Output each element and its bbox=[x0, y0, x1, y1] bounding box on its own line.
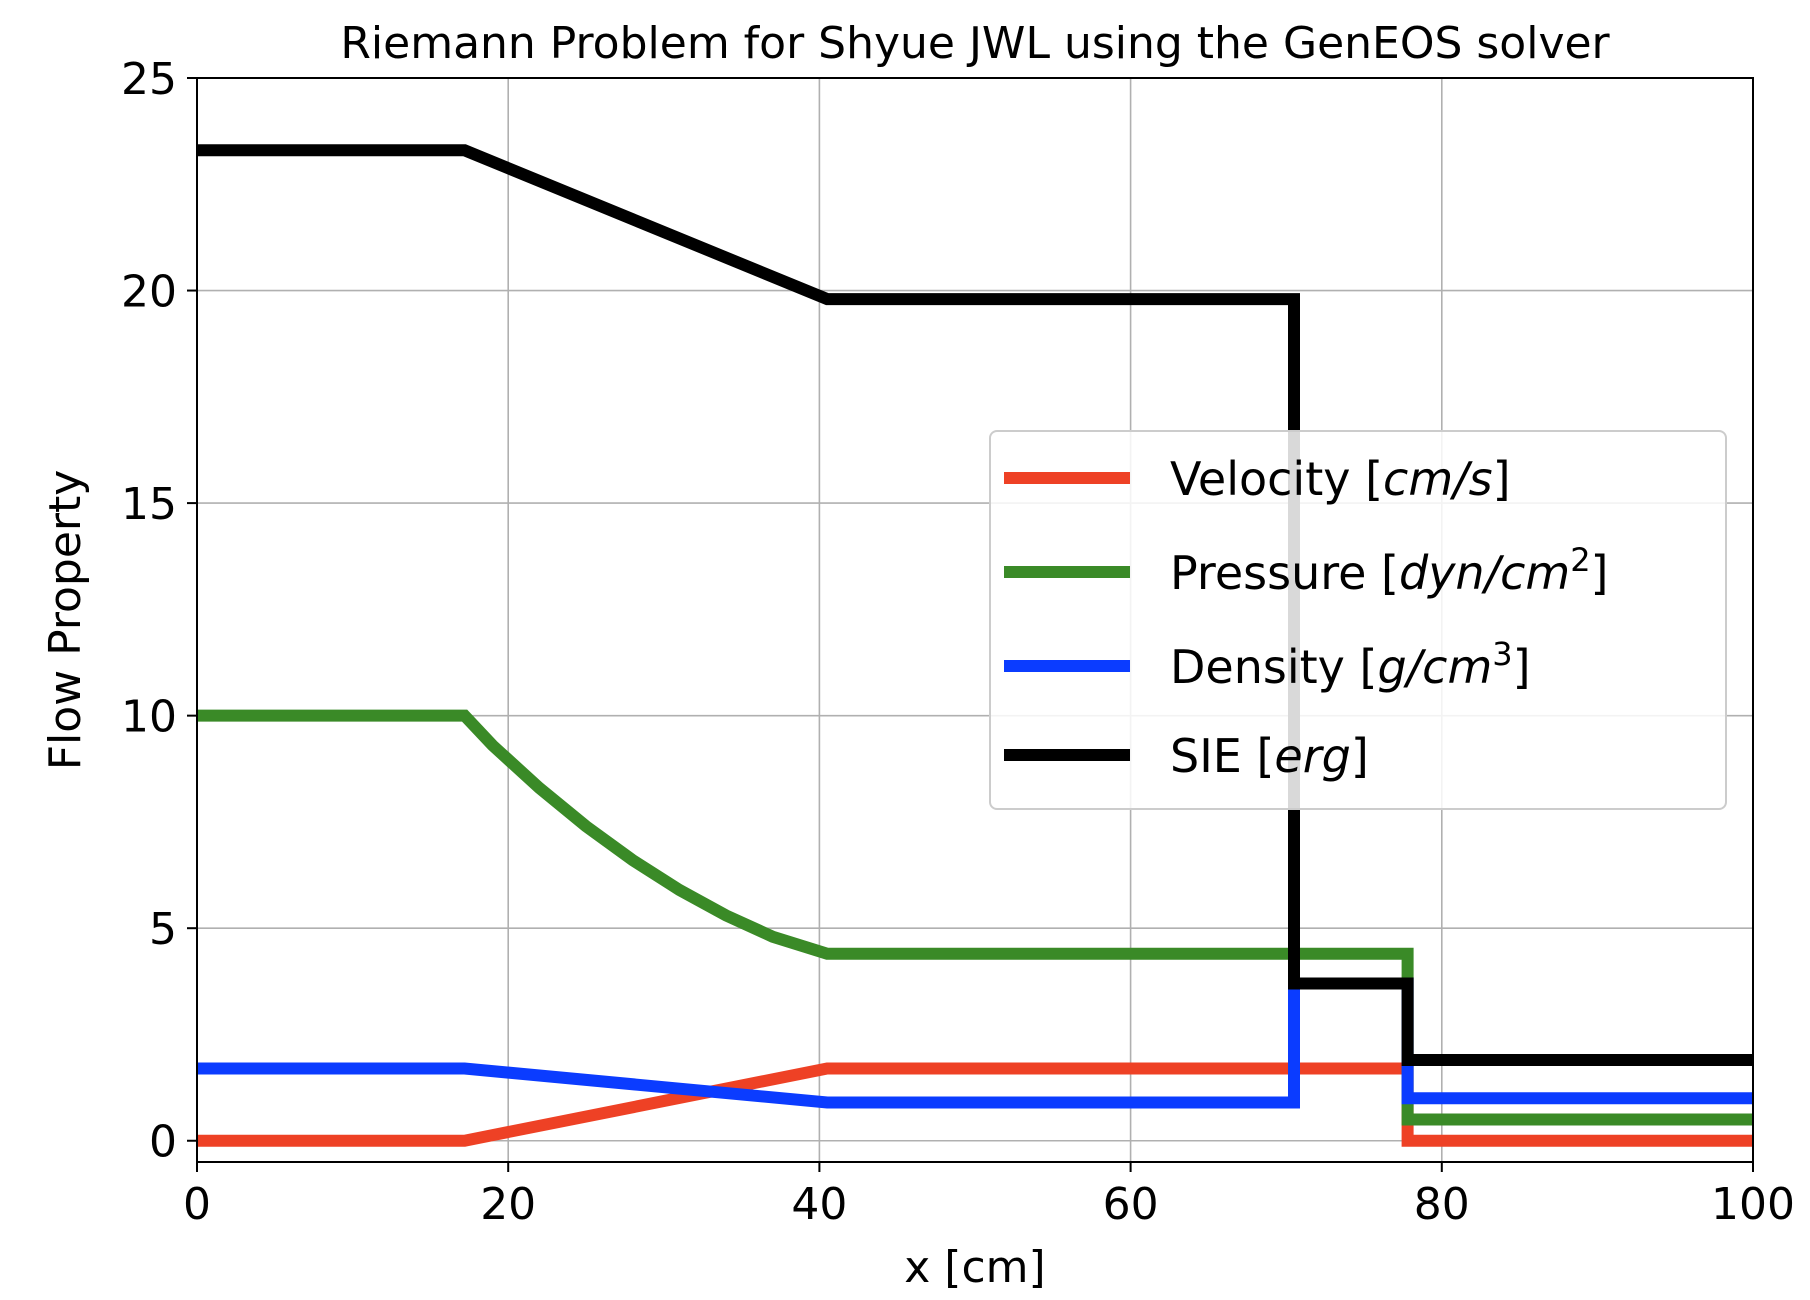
legend-bracket-close: ] bbox=[1513, 640, 1531, 694]
legend-series-name: Density bbox=[1170, 640, 1345, 694]
y-tick-label: 0 bbox=[149, 1117, 177, 1168]
x-tick-label: 0 bbox=[183, 1179, 211, 1230]
legend-series-name: Pressure bbox=[1170, 546, 1366, 600]
legend-bracket-close: ] bbox=[1591, 546, 1609, 600]
legend-box bbox=[989, 430, 1727, 810]
legend-entry-pressure: Pressure [dyn/cm2] bbox=[1170, 541, 1609, 600]
legend-entry-density: Density [g/cm3] bbox=[1170, 635, 1531, 694]
y-tick-label: 10 bbox=[121, 692, 177, 743]
legend-bracket-open: [ bbox=[1242, 729, 1275, 783]
x-tick-label: 40 bbox=[791, 1179, 847, 1230]
x-tick-label: 80 bbox=[1414, 1179, 1470, 1230]
x-tick-label: 60 bbox=[1103, 1179, 1159, 1230]
y-axis-label: Flow Property bbox=[40, 470, 91, 771]
legend-unit: erg bbox=[1274, 729, 1350, 783]
x-tick-label: 20 bbox=[480, 1179, 536, 1230]
legend-unit: g/cm bbox=[1377, 640, 1492, 694]
series-line-pressure bbox=[197, 709, 1753, 1126]
y-tick-label: 5 bbox=[149, 904, 177, 955]
legend-bracket-open: [ bbox=[1350, 452, 1383, 506]
legend-entry-sie: SIE [erg] bbox=[1170, 729, 1369, 783]
legend-bracket-close: ] bbox=[1351, 729, 1369, 783]
series-line-velocity bbox=[197, 1062, 1753, 1147]
legend-unit: dyn/cm bbox=[1399, 546, 1570, 600]
legend-entry-velocity: Velocity [cm/s] bbox=[1170, 452, 1511, 506]
legend-unit-exponent: 3 bbox=[1492, 635, 1512, 673]
series-layer bbox=[197, 144, 1753, 1147]
legend-series-name: SIE bbox=[1170, 729, 1242, 783]
legend-bracket-close: ] bbox=[1493, 452, 1511, 506]
legend-unit: cm/s bbox=[1383, 452, 1493, 506]
series-line-density bbox=[197, 977, 1753, 1109]
plot-frame bbox=[196, 77, 1754, 1163]
legend: Velocity [cm/s]Pressure [dyn/cm2]Density… bbox=[989, 430, 1727, 810]
legend-bracket-open: [ bbox=[1345, 640, 1378, 694]
chart-title: Riemann Problem for Shyue JWL using the … bbox=[340, 18, 1610, 69]
x-axis-label: x [cm] bbox=[904, 1242, 1045, 1293]
legend-bracket-open: [ bbox=[1366, 546, 1399, 600]
ticks: 0 20 40 60 80 100 0 5 10 15 20 25 bbox=[121, 54, 1795, 1230]
y-tick-label: 25 bbox=[121, 54, 177, 105]
legend-series-name: Velocity bbox=[1170, 452, 1350, 506]
y-tick-label: 15 bbox=[121, 479, 177, 530]
x-tick-label: 100 bbox=[1711, 1179, 1795, 1230]
y-tick-label: 20 bbox=[121, 267, 177, 318]
legend-unit-exponent: 2 bbox=[1570, 541, 1590, 579]
